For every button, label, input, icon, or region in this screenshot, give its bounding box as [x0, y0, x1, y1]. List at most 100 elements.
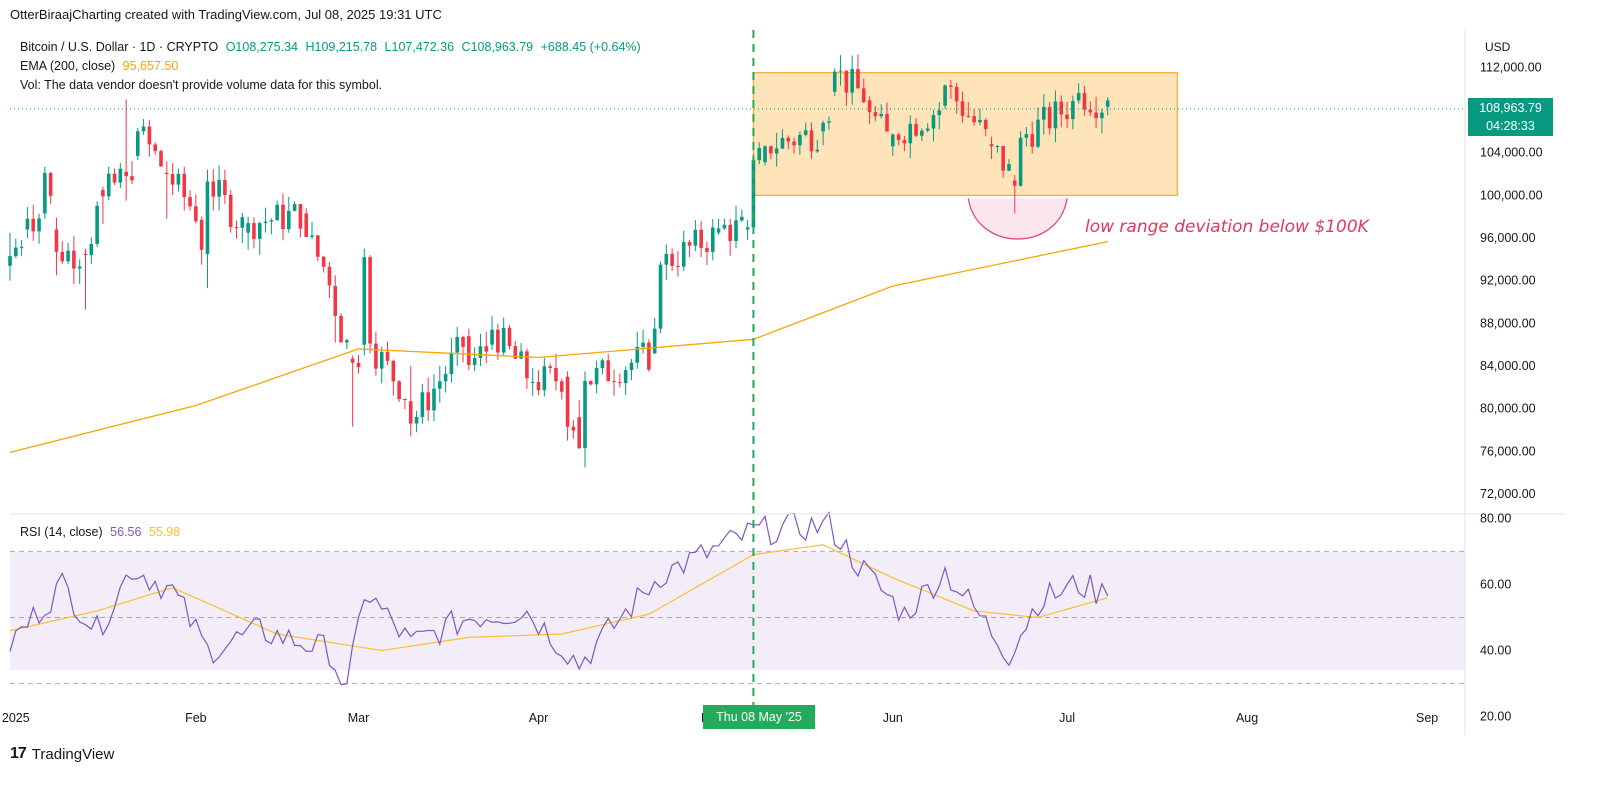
candle-body	[1082, 92, 1087, 110]
candle-body	[449, 352, 454, 374]
currency-label[interactable]: USD	[1485, 40, 1511, 54]
candle-body	[153, 144, 157, 152]
candle-body	[902, 140, 907, 144]
candle-body	[885, 113, 889, 132]
candle-body	[496, 329, 500, 353]
ohlc-close: C108,963.79	[461, 40, 534, 54]
tradingview-logo-text: TradingView	[31, 745, 115, 763]
ema-line	[9, 240, 1108, 454]
candle-body	[199, 219, 204, 250]
time-tick-label: Sep	[1416, 711, 1438, 725]
candle-body	[391, 360, 396, 382]
candle-body	[257, 223, 262, 239]
volume-legend: Vol: The data vendor doesn't provide vol…	[20, 78, 383, 92]
candle-body	[124, 171, 128, 177]
candle-body	[286, 210, 291, 230]
candle-body	[1042, 106, 1046, 120]
candle-body	[1007, 164, 1011, 171]
candle-body	[414, 416, 419, 424]
candle-body	[130, 176, 134, 181]
candle-body	[925, 128, 930, 131]
candle-body	[536, 382, 541, 391]
candle-body	[19, 247, 24, 249]
candle-body	[740, 216, 744, 221]
candle-body	[77, 266, 82, 269]
bar-countdown: 04:28:33	[1486, 119, 1535, 133]
candle-body	[95, 205, 99, 244]
candle-body	[8, 256, 12, 266]
candle-body	[809, 130, 814, 152]
candle-body	[327, 266, 332, 286]
candle-body	[217, 180, 221, 197]
candle-body	[275, 204, 279, 221]
deviation-annotation[interactable]: low range deviation below $100K	[1085, 217, 1369, 237]
deviation-arc[interactable]	[967, 198, 1068, 240]
candle-body	[780, 137, 785, 149]
candle-body	[461, 336, 465, 347]
candle-body	[734, 220, 738, 242]
candle-body	[600, 360, 605, 369]
ema-legend[interactable]: EMA (200, close) 95,657.50	[20, 59, 182, 73]
candle-body	[269, 220, 274, 222]
price-tick-label: 84,000.00	[1480, 359, 1536, 373]
candle-body	[757, 147, 762, 161]
candle-body	[350, 358, 355, 363]
candle-body	[716, 228, 721, 233]
candle-body	[896, 134, 901, 141]
candle-body	[72, 250, 76, 269]
candle-body	[728, 224, 732, 242]
chart-attribution: OtterBiraajCharting created with Trading…	[10, 7, 442, 22]
candle-body	[1001, 146, 1005, 171]
candle-body	[194, 206, 198, 222]
candle-body	[681, 241, 686, 267]
candle-body	[850, 69, 854, 93]
candle-body	[1100, 112, 1104, 119]
candle-body	[623, 370, 628, 384]
candle-body	[484, 346, 489, 352]
rsi-tick-label: 60.00	[1480, 577, 1511, 591]
rsi-legend[interactable]: RSI (14, close) 56.56 55.98	[20, 525, 184, 539]
candle-body	[403, 398, 407, 400]
candle-body	[89, 243, 94, 256]
candle-body	[559, 381, 564, 392]
candle-body	[891, 134, 895, 147]
candle-body	[263, 221, 268, 224]
candle-body	[612, 381, 616, 383]
candle-body	[43, 172, 47, 214]
candle-body	[1076, 92, 1081, 101]
price-tick-label: 100,000.00	[1480, 188, 1543, 202]
candle-body	[333, 286, 338, 316]
candle-body	[205, 181, 210, 254]
candle-body	[385, 351, 390, 361]
candle-body	[618, 382, 622, 384]
candle-body	[432, 388, 436, 411]
price-tick-label: 92,000.00	[1480, 274, 1536, 288]
candle-body	[577, 417, 581, 449]
candle-body	[1024, 134, 1029, 138]
candle-body	[368, 257, 372, 344]
candle-body	[978, 119, 982, 123]
candle-body	[583, 380, 587, 449]
candle-body	[345, 340, 349, 343]
symbol-name[interactable]: Bitcoin / U.S. Dollar · 1D · CRYPTO	[20, 40, 219, 54]
time-tick-label: Aug	[1236, 711, 1258, 725]
candle-body	[949, 85, 953, 87]
candle-body	[1053, 101, 1058, 129]
candle-body	[908, 123, 913, 144]
candle-body	[426, 392, 430, 411]
candle-body	[54, 229, 59, 252]
rsi-axis[interactable]: 20.00 40.00 60.00 80.00	[1480, 511, 1511, 723]
candle-body	[1047, 106, 1052, 129]
range-box[interactable]	[752, 72, 1179, 196]
rsi-line	[9, 510, 1109, 686]
tradingview-logo[interactable]: 17 TradingView	[10, 745, 114, 763]
candle-body	[472, 357, 477, 365]
candle-body	[931, 115, 936, 129]
candle-body	[844, 70, 849, 93]
candle-body	[106, 173, 111, 197]
candle-body	[101, 190, 105, 197]
rsi-ma-value: 55.98	[148, 525, 181, 539]
candle-body	[321, 256, 326, 267]
rsi-label: RSI (14, close)	[20, 525, 103, 539]
